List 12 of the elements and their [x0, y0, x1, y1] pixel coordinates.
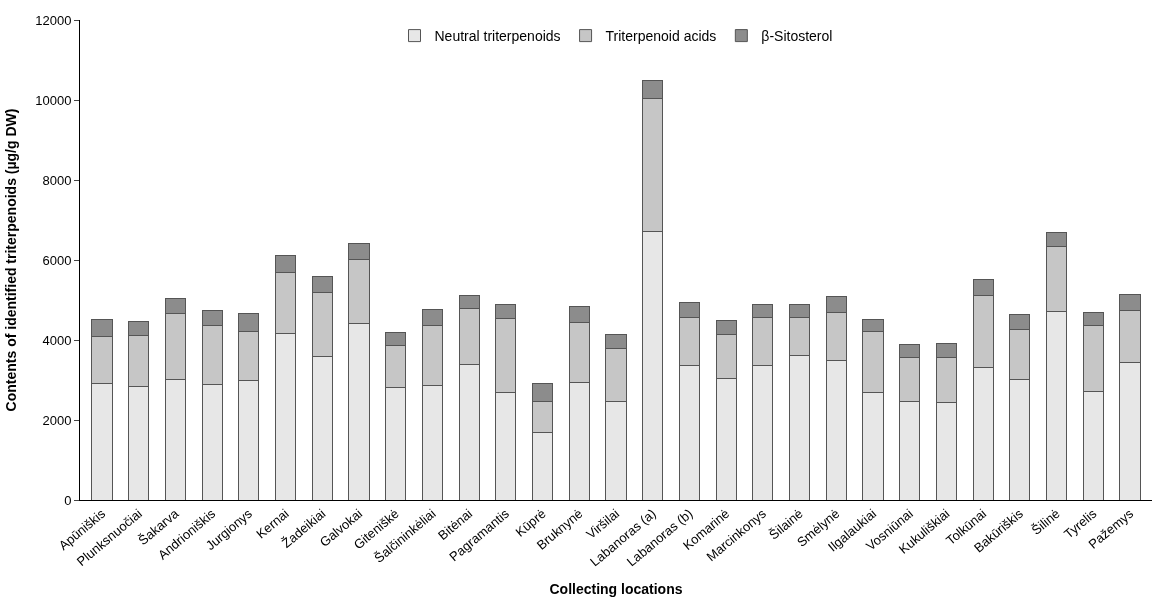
y-tick-label: 4000 [42, 332, 72, 348]
legend-label: Neutral triterpenoids [434, 28, 561, 45]
y-tick-label: 10000 [35, 92, 72, 108]
legend-label: Triterpenoid acids [605, 28, 717, 45]
y-tick-label: 2000 [42, 412, 72, 428]
y-tick-label: 0 [64, 492, 72, 508]
legend-label: β-Sitosterol [761, 28, 833, 45]
y-tick-label: 8000 [42, 172, 72, 188]
x-axis-title: Collecting locations [549, 580, 683, 597]
y-tick-label: 6000 [42, 252, 72, 268]
y-tick-label: 12000 [35, 12, 72, 28]
y-axis-title: Contents of identified triterpenoids (µg/g DW) [2, 108, 19, 412]
